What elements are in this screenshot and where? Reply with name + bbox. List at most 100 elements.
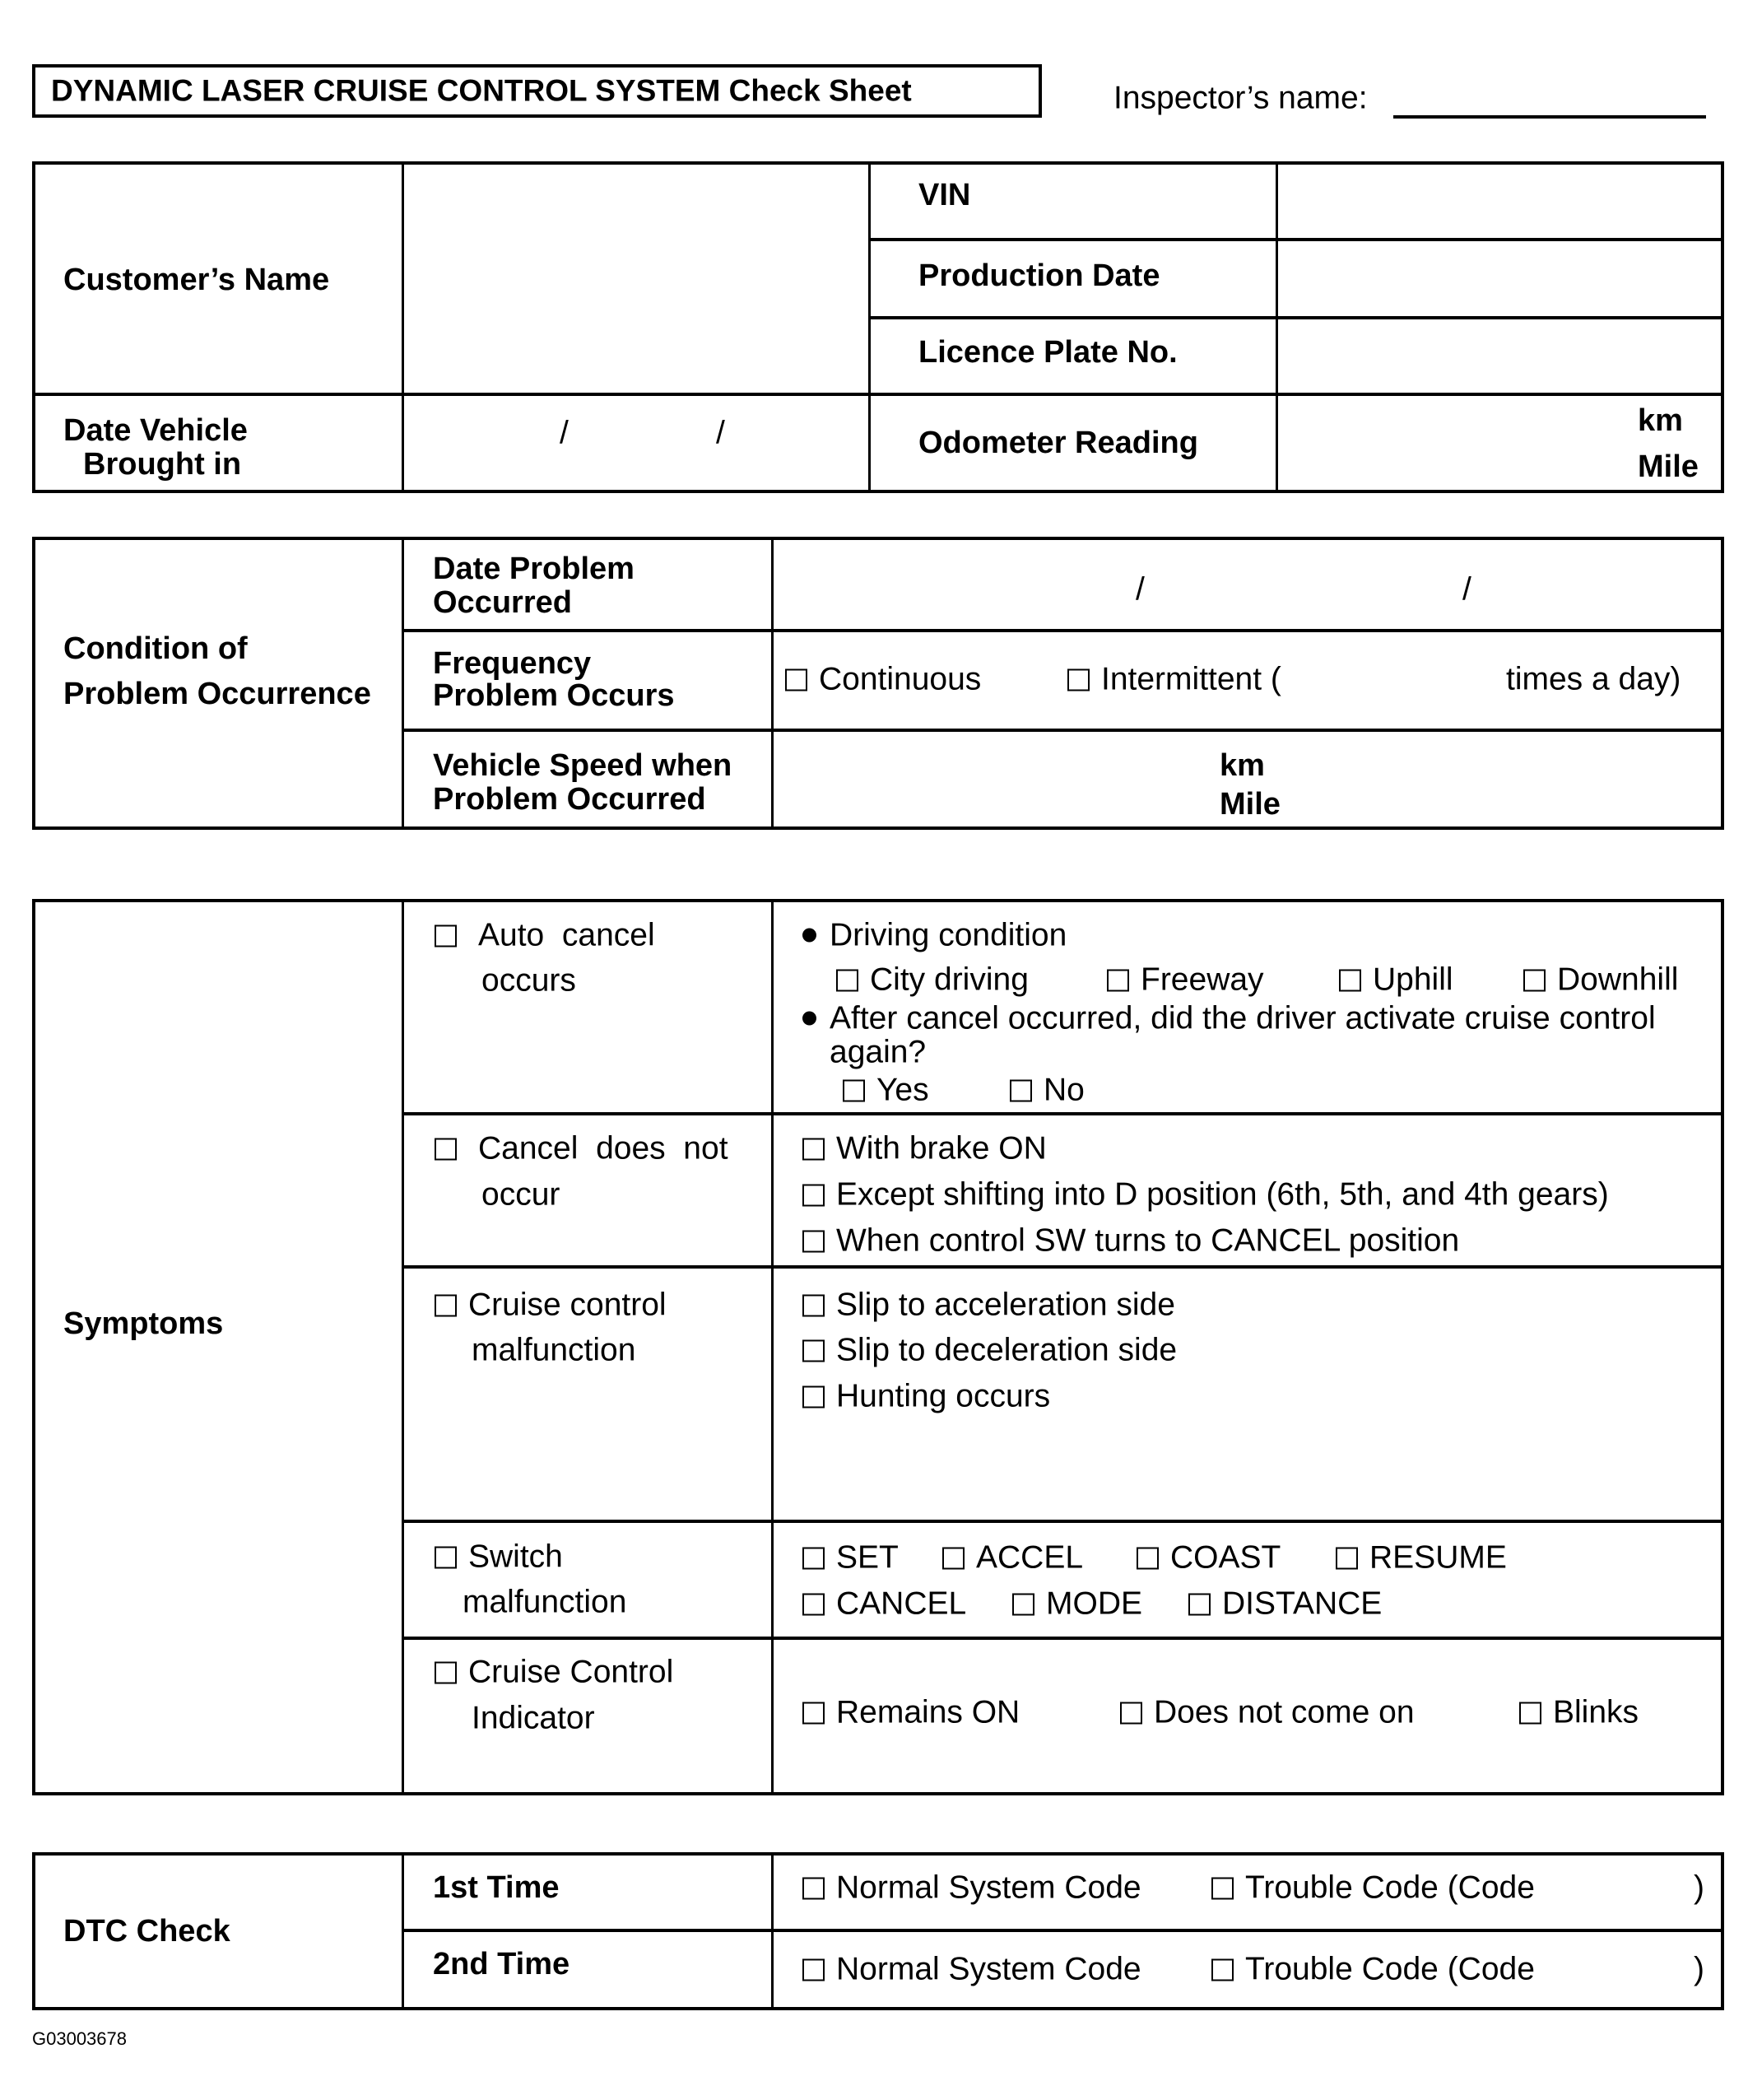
checkbox[interactable] xyxy=(785,668,807,691)
inspector-name-field[interactable] xyxy=(1393,115,1706,119)
with-brake-on-option[interactable]: With brake ON xyxy=(802,1133,1047,1165)
city-driving-option[interactable]: City driving xyxy=(836,964,1029,996)
cancel-not-occur-option[interactable]: Cancel does not xyxy=(435,1133,728,1165)
checkbox[interactable] xyxy=(802,1593,825,1616)
checkbox[interactable] xyxy=(1067,668,1090,691)
checkbox[interactable] xyxy=(802,1230,825,1253)
checkbox[interactable] xyxy=(802,1385,825,1409)
cancel-option[interactable]: CANCEL xyxy=(802,1588,966,1620)
downhill-option[interactable]: Downhill xyxy=(1523,964,1678,996)
frequency-label: Frequency xyxy=(433,646,592,681)
checkbox[interactable] xyxy=(435,1138,457,1161)
no-option[interactable]: No xyxy=(1010,1074,1085,1106)
distance-option[interactable]: DISTANCE xyxy=(1188,1588,1382,1620)
accel-option[interactable]: ACCEL xyxy=(942,1542,1083,1574)
driving-condition-heading: Driving condition xyxy=(802,920,1067,952)
checkbox[interactable] xyxy=(802,1958,825,1981)
control-sw-cancel-option[interactable]: When control SW turns to CANCEL position xyxy=(802,1225,1459,1257)
checkbox[interactable] xyxy=(435,924,457,948)
auto-cancel-option[interactable]: Auto cancel xyxy=(435,920,655,952)
reactivate-question: After cancel occurred, did the driver ac… xyxy=(802,1003,1656,1035)
checkbox[interactable] xyxy=(1137,1547,1159,1570)
date-separator: / xyxy=(716,415,725,451)
option-label: Except shifting into D position (6th, 5t… xyxy=(836,1176,1609,1213)
speed-label: Vehicle Speed when xyxy=(433,748,732,783)
blinks-option[interactable]: Blinks xyxy=(1519,1697,1639,1729)
divider xyxy=(402,1637,1724,1640)
checkbox[interactable] xyxy=(435,1294,457,1317)
production-date-label: Production Date xyxy=(918,258,1160,293)
freeway-option[interactable]: Freeway xyxy=(1107,964,1264,996)
option-label: Remains ON xyxy=(836,1694,1020,1730)
licence-plate-field[interactable] xyxy=(1279,320,1721,392)
dtc-label: DTC Check xyxy=(63,1914,230,1949)
checkbox[interactable] xyxy=(802,1184,825,1207)
inspector-label: Inspector’s name: xyxy=(1113,80,1368,116)
bullet-icon xyxy=(802,928,816,943)
checkbox[interactable] xyxy=(802,1294,825,1317)
slip-decel-option[interactable]: Slip to deceleration side xyxy=(802,1334,1177,1367)
checkbox[interactable] xyxy=(1107,969,1129,992)
checkbox[interactable] xyxy=(1211,1877,1234,1900)
switch-malfunction-option[interactable]: Switch xyxy=(435,1541,563,1573)
vin-field[interactable] xyxy=(1279,165,1721,237)
continuous-option[interactable]: Continuous xyxy=(785,664,981,696)
checkbox[interactable] xyxy=(435,1546,457,1569)
indicator-option[interactable]: Cruise Control xyxy=(435,1656,673,1688)
checkbox[interactable] xyxy=(1523,969,1546,992)
condition-label-2: Problem Occurrence xyxy=(63,677,371,711)
resume-option[interactable]: RESUME xyxy=(1336,1542,1507,1574)
divider xyxy=(868,161,871,493)
checkbox[interactable] xyxy=(802,1702,825,1725)
slip-accel-option[interactable]: Slip to acceleration side xyxy=(802,1289,1175,1321)
speed-unit-km: km xyxy=(1220,748,1265,783)
option-label: Uphill xyxy=(1373,962,1453,998)
customer-name-field[interactable] xyxy=(405,165,867,392)
checkbox[interactable] xyxy=(1211,1958,1234,1981)
checkbox[interactable] xyxy=(1519,1702,1541,1725)
vehicle-info-table xyxy=(32,161,1724,493)
except-shifting-option[interactable]: Except shifting into D position (6th, 5t… xyxy=(802,1179,1609,1211)
dtc-second-trouble-option[interactable]: Trouble Code (Code xyxy=(1211,1953,1535,1986)
dtc-second-normal-option[interactable]: Normal System Code xyxy=(802,1953,1141,1986)
option-label: Blinks xyxy=(1553,1694,1639,1730)
checkbox[interactable] xyxy=(1339,969,1361,992)
checkbox[interactable] xyxy=(1188,1593,1211,1616)
does-not-come-on-option[interactable]: Does not come on xyxy=(1120,1697,1415,1729)
odometer-unit-mile: Mile xyxy=(1638,449,1699,484)
checkbox[interactable] xyxy=(435,1661,457,1684)
production-date-field[interactable] xyxy=(1279,242,1721,315)
checkbox[interactable] xyxy=(802,1339,825,1362)
option-label: City driving xyxy=(870,962,1029,998)
title-box xyxy=(32,64,1042,118)
dtc-first-trouble-option[interactable]: Trouble Code (Code xyxy=(1211,1872,1535,1904)
dtc-first-normal-option[interactable]: Normal System Code xyxy=(802,1872,1141,1904)
cruise-malfunction-option[interactable]: Cruise control xyxy=(435,1289,667,1321)
checkbox[interactable] xyxy=(1010,1079,1032,1102)
set-option[interactable]: SET xyxy=(802,1542,899,1574)
checkbox[interactable] xyxy=(802,1877,825,1900)
checkbox[interactable] xyxy=(836,969,858,992)
times-a-day-label: times a day) xyxy=(1506,661,1681,697)
checkbox[interactable] xyxy=(1120,1702,1142,1725)
checkbox[interactable] xyxy=(1336,1547,1358,1570)
checkbox[interactable] xyxy=(802,1138,825,1161)
hunting-option[interactable]: Hunting occurs xyxy=(802,1381,1050,1413)
intermittent-option[interactable]: Intermittent ( xyxy=(1067,664,1281,696)
checkbox[interactable] xyxy=(942,1547,965,1570)
option-label: Trouble Code (Code xyxy=(1245,1951,1535,1987)
checkbox[interactable] xyxy=(843,1079,865,1102)
checkbox[interactable] xyxy=(1012,1593,1034,1616)
yes-option[interactable]: Yes xyxy=(843,1074,929,1106)
mode-option[interactable]: MODE xyxy=(1012,1588,1142,1620)
option-label: Intermittent ( xyxy=(1101,661,1281,697)
divider xyxy=(868,238,1724,241)
uphill-option[interactable]: Uphill xyxy=(1339,964,1453,996)
symptoms-label: Symptoms xyxy=(63,1306,224,1341)
date-brought-in-label-2: Brought in xyxy=(83,447,242,482)
coast-option[interactable]: COAST xyxy=(1137,1542,1281,1574)
checkbox[interactable] xyxy=(802,1547,825,1570)
remains-on-option[interactable]: Remains ON xyxy=(802,1697,1020,1729)
option-label: Switch xyxy=(468,1539,563,1575)
condition-table xyxy=(32,537,1724,830)
